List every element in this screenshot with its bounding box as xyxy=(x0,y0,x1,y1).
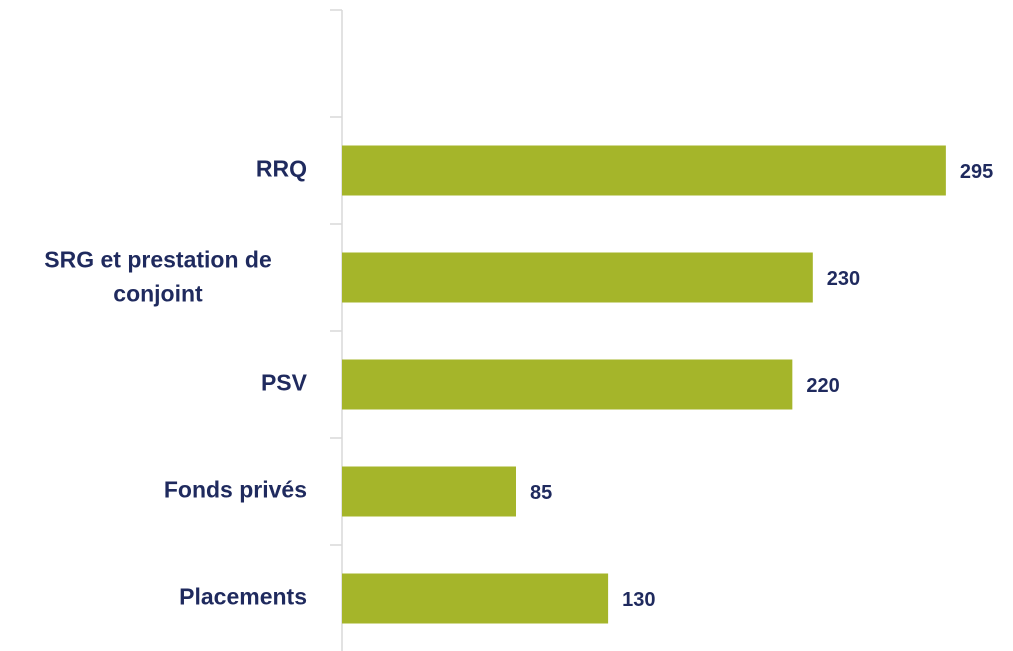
value-label: 295 xyxy=(960,161,993,183)
value-label: 220 xyxy=(806,375,839,397)
bar xyxy=(342,359,793,410)
bar xyxy=(342,466,516,517)
category-label: Placements xyxy=(179,584,307,610)
value-label: 130 xyxy=(622,589,655,611)
category-label: RRQ xyxy=(256,156,307,182)
value-label: 230 xyxy=(827,268,860,290)
category-label: Fonds privés xyxy=(164,477,307,503)
value-label: 85 xyxy=(530,482,552,504)
bar xyxy=(342,145,946,196)
bar xyxy=(342,252,813,303)
category-label: PSV xyxy=(261,370,308,396)
bar xyxy=(342,573,609,624)
category-label: SRG et prestation de conjoint xyxy=(44,247,271,307)
